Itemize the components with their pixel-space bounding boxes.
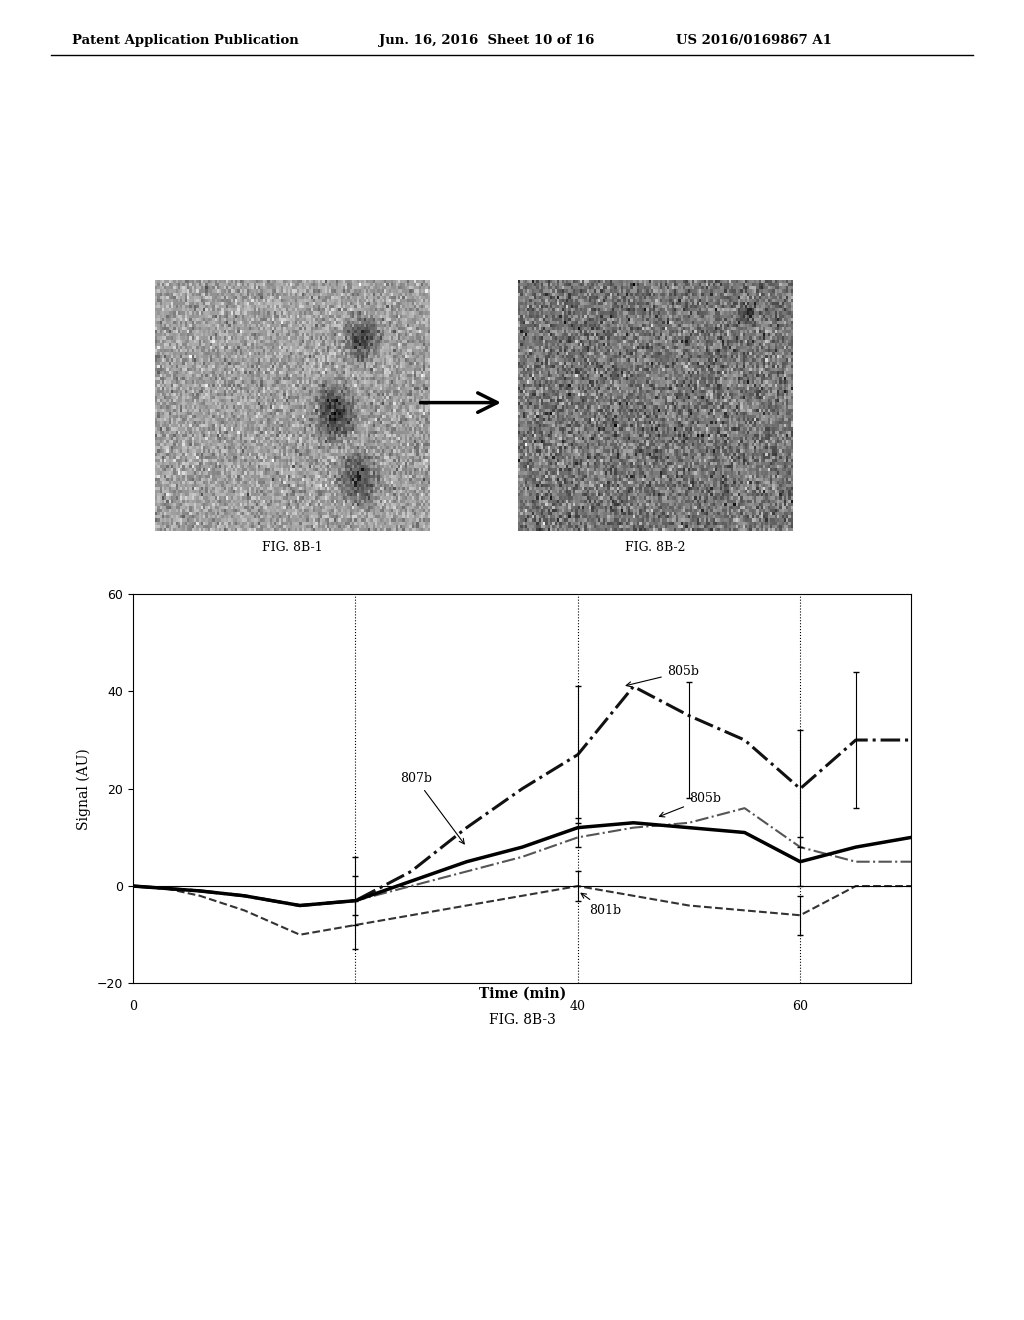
Text: US 2016/0169867 A1: US 2016/0169867 A1 (676, 34, 831, 48)
Text: FIG. 8B-1: FIG. 8B-1 (261, 541, 323, 554)
Text: 0: 0 (129, 1001, 137, 1014)
Text: 805b: 805b (627, 665, 698, 686)
Text: 805b: 805b (659, 792, 721, 817)
Text: 807b: 807b (400, 772, 464, 843)
Text: FIG. 8B-3: FIG. 8B-3 (488, 1014, 556, 1027)
Text: Patent Application Publication: Patent Application Publication (72, 34, 298, 48)
Y-axis label: Signal (AU): Signal (AU) (77, 748, 91, 829)
Text: Time (min): Time (min) (478, 987, 566, 1001)
Text: Jun. 16, 2016  Sheet 10 of 16: Jun. 16, 2016 Sheet 10 of 16 (379, 34, 594, 48)
Text: 60: 60 (793, 1001, 808, 1014)
Text: 40: 40 (569, 1001, 586, 1014)
Text: FIG. 8B-2: FIG. 8B-2 (625, 541, 686, 554)
Text: 801b: 801b (581, 894, 622, 917)
